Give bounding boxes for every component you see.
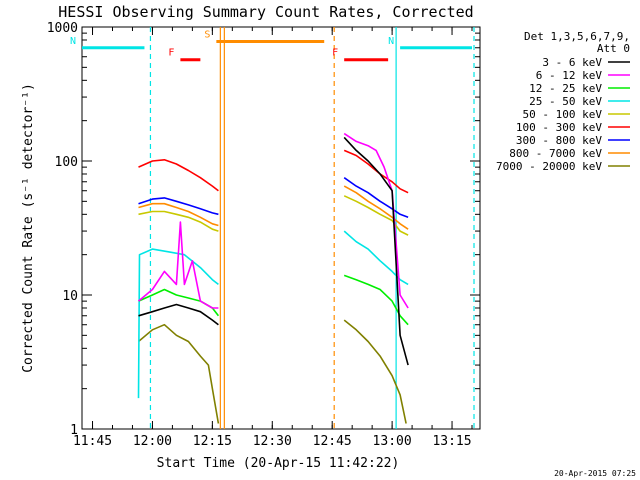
legend-label: 50 - 100 keV (523, 108, 603, 121)
series-line (343, 149, 409, 194)
series-line (343, 132, 409, 309)
legend-label: 6 - 12 keV (536, 69, 603, 82)
series-line (343, 185, 409, 230)
flag-label: N (70, 36, 76, 47)
series-line (138, 202, 219, 227)
series-line (138, 159, 219, 192)
flag-label: N (388, 36, 394, 47)
series-line (137, 248, 219, 399)
series-line (137, 323, 220, 424)
legend-label: 3 - 6 keV (542, 56, 602, 69)
series-line (138, 303, 219, 326)
series-line (343, 177, 409, 219)
x-tick-label: 13:00 (373, 434, 412, 449)
plot-timestamp: 20-Apr-2015 07:25 (554, 469, 636, 478)
series-line (343, 136, 409, 366)
chart-title: HESSI Observing Summary Count Rates, Cor… (58, 3, 473, 21)
x-tick-label: 11:45 (73, 434, 112, 449)
series-line (343, 230, 409, 286)
x-tick-label: 12:00 (133, 434, 172, 449)
legend-label: 12 - 25 keV (529, 82, 602, 95)
x-tick-label: 12:15 (193, 434, 232, 449)
series-line (137, 221, 219, 309)
legend-header-line-1: Det 1,3,5,6,7,9, (524, 30, 630, 43)
y-tick-label: 1 (70, 423, 78, 438)
y-tick-label: 10 (62, 289, 78, 304)
y-axis-label: Corrected Count Rate (s⁻¹ detector⁻¹) (21, 83, 36, 373)
legend-label: 300 - 800 keV (516, 134, 602, 147)
series-line (138, 197, 219, 216)
x-tick-label: 12:30 (253, 434, 292, 449)
series-line (138, 210, 219, 232)
legend-header-line-2: Att 0 (597, 42, 630, 55)
x-tick-label: 13:15 (432, 434, 471, 449)
flag-label: F (332, 48, 338, 59)
plot-frame (81, 26, 481, 430)
x-axis-label: Start Time (20-Apr-15 11:42:22) (157, 456, 400, 471)
y-tick-label: 1000 (47, 21, 78, 36)
flag-label: F (168, 48, 174, 59)
flag-label: S (204, 29, 210, 40)
series-line (343, 274, 409, 326)
legend-label: 100 - 300 keV (516, 121, 602, 134)
y-tick-label: 100 (55, 155, 78, 170)
legend-label: 25 - 50 keV (529, 95, 602, 108)
legend-label: 800 - 7000 keV (509, 147, 602, 160)
x-tick-label: 12:45 (313, 434, 352, 449)
legend-label: 7000 - 20000 keV (496, 160, 602, 173)
series-line (343, 319, 407, 424)
series-line (343, 195, 409, 236)
